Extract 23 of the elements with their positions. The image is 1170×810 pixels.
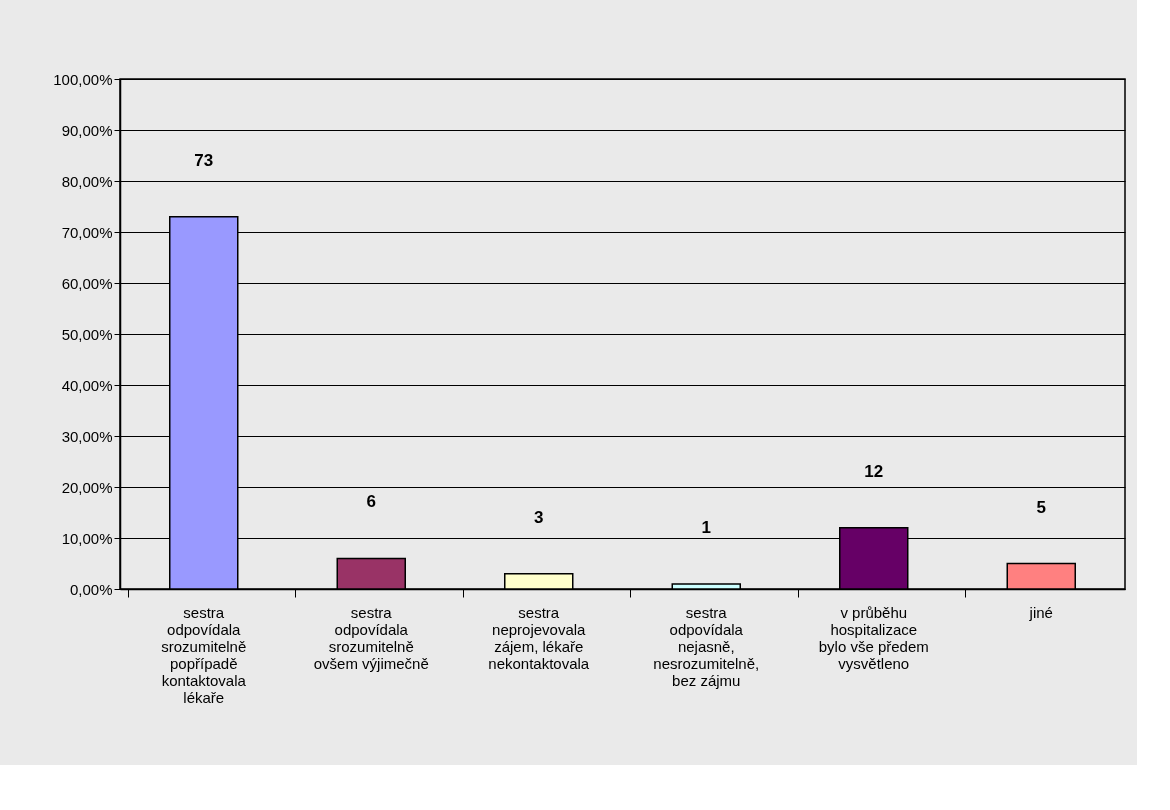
data-label: 6 <box>366 492 376 512</box>
y-tick-label: 60,00% <box>61 274 113 292</box>
y-tick-label: 40,00% <box>61 376 113 394</box>
y-tick-label: 20,00% <box>61 478 113 496</box>
data-label: 12 <box>864 461 884 481</box>
x-tick-label: sestra odpovídala nejasně, nesrozumitelně, bez zájmu <box>653 603 760 689</box>
y-tick-label: 10,00% <box>61 529 113 547</box>
y-tick-label: 70,00% <box>61 223 113 241</box>
x-tick-label: jiné <box>1028 603 1053 621</box>
y-tick-label: 30,00% <box>61 427 113 445</box>
y-tick-label: 100,00% <box>53 70 113 88</box>
data-label: 1 <box>701 517 711 537</box>
y-tick-label: 50,00% <box>61 325 113 343</box>
data-label: 3 <box>534 507 544 527</box>
x-tick-label: sestra neprojevovala zájem, lékaře nekontaktovala <box>488 603 590 672</box>
data-label: 5 <box>1036 497 1046 517</box>
x-tick-label: v průběhu hospitalizace bylo vše předem vysvětleno <box>818 603 929 672</box>
y-tick-label: 80,00% <box>61 172 113 190</box>
data-label: 73 <box>194 150 214 170</box>
x-tick-label: sestra odpovídala srozumitelně ovšem výjimečně <box>313 603 429 672</box>
y-tick-label: 0,00% <box>69 580 113 598</box>
x-tick-label: sestra odpovídala srozumitelně popřípadě kontaktovala lékaře <box>161 603 247 706</box>
y-tick-label: 90,00% <box>61 121 113 139</box>
